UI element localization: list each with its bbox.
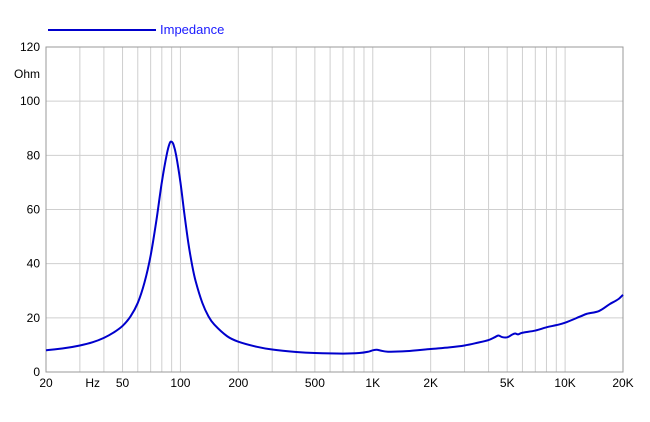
legend: Impedance	[48, 22, 224, 37]
y-tick-label: 20	[27, 311, 41, 325]
y-tick-label: 60	[27, 203, 41, 217]
legend-label-impedance: Impedance	[160, 22, 224, 37]
plot-frame	[45, 46, 624, 373]
x-tick-label: 5K	[500, 376, 515, 390]
x-tick-label: 100	[170, 376, 190, 390]
x-tick-label: 2K	[423, 376, 438, 390]
y-tick-label: 40	[27, 257, 41, 271]
x-tick-label: 20	[39, 376, 53, 390]
x-tick-label: 20K	[612, 376, 633, 390]
y-tick-labels: 0 20 40 60 80 100 120	[20, 40, 40, 379]
x-tick-labels: 20 Hz 50 100 200 500 1K 2K 5K 10K 20K	[39, 376, 633, 390]
y-tick-label: 80	[27, 148, 41, 162]
curves	[45, 140, 624, 355]
x-tick-label: 500	[305, 376, 325, 390]
y-axis-unit-label: Ohm	[14, 67, 40, 81]
y-tick-label: 120	[20, 40, 40, 54]
y-tick-label: 100	[20, 94, 40, 108]
x-tick-label: 200	[228, 376, 248, 390]
x-tick-label: 10K	[554, 376, 575, 390]
x-tick-label: 50	[116, 376, 130, 390]
y-tick-label: 0	[33, 365, 40, 379]
grid	[46, 47, 623, 372]
x-tick-label: 1K	[365, 376, 380, 390]
series-line-impedance	[45, 140, 624, 355]
x-tick-label: Hz	[85, 376, 100, 390]
